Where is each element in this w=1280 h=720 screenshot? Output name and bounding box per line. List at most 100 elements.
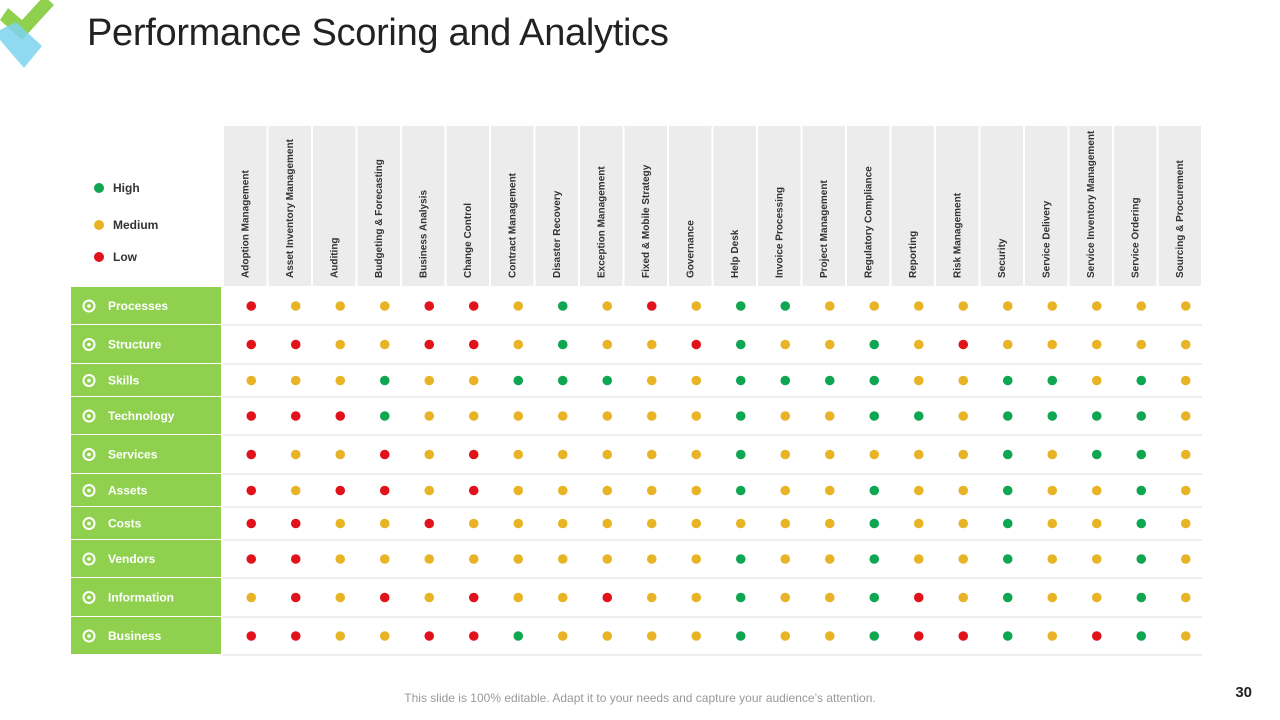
score-dot (1091, 485, 1102, 496)
score-dot (513, 554, 524, 564)
score-dot (246, 554, 257, 564)
score-dot (1091, 375, 1102, 386)
score-dot (691, 449, 702, 460)
score-dot (958, 592, 969, 603)
score-dot (557, 631, 568, 641)
column-header-cell (980, 126, 1023, 286)
row-header-business (71, 617, 221, 654)
column-header-label: Governance (685, 220, 696, 278)
score-dot (780, 631, 791, 641)
score-dot (335, 554, 346, 564)
score-dot (1180, 592, 1191, 603)
score-dot (646, 592, 657, 603)
score-dot (1047, 592, 1058, 603)
score-dot (290, 449, 301, 460)
gears-icon (82, 409, 96, 423)
score-dot (379, 301, 390, 311)
column-header-label: Service Ordering (1130, 197, 1141, 278)
score-dot (246, 449, 257, 460)
score-dot (557, 375, 568, 386)
score-dot (513, 411, 524, 421)
score-dot (246, 518, 257, 529)
legend-item-medium: Medium (94, 217, 158, 232)
score-dot (869, 485, 880, 496)
score-dot (513, 631, 524, 641)
row-header-processes (71, 287, 221, 324)
score-dot (335, 411, 346, 421)
column-header-cell (847, 126, 890, 286)
score-dot (1091, 554, 1102, 564)
legend-dot (94, 251, 104, 262)
legend-label: Low (113, 249, 137, 264)
score-dot (335, 449, 346, 460)
score-dot (246, 485, 257, 496)
column-header-label: Exception Management (596, 166, 607, 278)
score-dot (513, 375, 524, 386)
score-dot (780, 301, 791, 311)
legend-item-low: Low (94, 249, 137, 264)
column-header-cell (491, 126, 534, 286)
column-header-label: Help Desk (730, 229, 741, 278)
score-dot (824, 301, 835, 311)
column-header-label: Change Control (463, 203, 474, 278)
column-header-label: Contract Management (507, 172, 518, 278)
score-dot (379, 449, 390, 460)
score-dot (1136, 375, 1147, 386)
score-dot (780, 411, 791, 421)
score-dot (869, 449, 880, 460)
score-dot (735, 518, 746, 529)
score-dot (869, 554, 880, 564)
score-dot (824, 375, 835, 386)
score-dot (379, 339, 390, 350)
score-dot (1002, 518, 1013, 529)
score-dot (557, 485, 568, 496)
score-dot (290, 339, 301, 350)
score-dot (824, 411, 835, 421)
column-header-cell (224, 126, 267, 286)
column-header-label: Service Inventory Management (1086, 130, 1097, 278)
score-dot (869, 301, 880, 311)
score-dot (513, 339, 524, 350)
column-header-label: Business Analysis (418, 190, 429, 278)
row-header-label: Services (108, 448, 158, 462)
score-dot (290, 554, 301, 564)
row-header-structure (71, 325, 221, 363)
score-dot (246, 411, 257, 421)
score-dot (290, 375, 301, 386)
score-dot (1091, 339, 1102, 350)
score-dot (691, 411, 702, 421)
score-dot (1136, 631, 1147, 641)
column-header-label: Adoption Management (240, 170, 251, 278)
score-dot (824, 518, 835, 529)
score-dot (1002, 375, 1013, 386)
column-header-label: Asset Inventory Management (285, 138, 296, 278)
score-dot (246, 631, 257, 641)
score-dot (646, 485, 657, 496)
score-dot (869, 375, 880, 386)
score-dot (913, 631, 924, 641)
score-dot (513, 518, 524, 529)
score-dot (424, 301, 435, 311)
row-header-services (71, 435, 221, 473)
legend-label: High (113, 180, 140, 195)
score-dot (824, 485, 835, 496)
score-dot (1047, 554, 1058, 564)
score-dot (513, 449, 524, 460)
score-dot (958, 631, 969, 641)
row-header-skills (71, 364, 221, 396)
score-dot (646, 631, 657, 641)
score-dot (1091, 411, 1102, 421)
column-header-cell (669, 126, 712, 286)
column-header-cell (535, 126, 578, 286)
score-dot (557, 449, 568, 460)
score-dot (1002, 631, 1013, 641)
score-dot (646, 339, 657, 350)
column-header-cell (713, 126, 756, 286)
score-dot (335, 631, 346, 641)
score-dot (424, 375, 435, 386)
row-header-label: Vendors (108, 552, 156, 566)
score-dot (1180, 518, 1191, 529)
score-dot (1091, 592, 1102, 603)
score-dot (1180, 449, 1191, 460)
score-dot (958, 301, 969, 311)
